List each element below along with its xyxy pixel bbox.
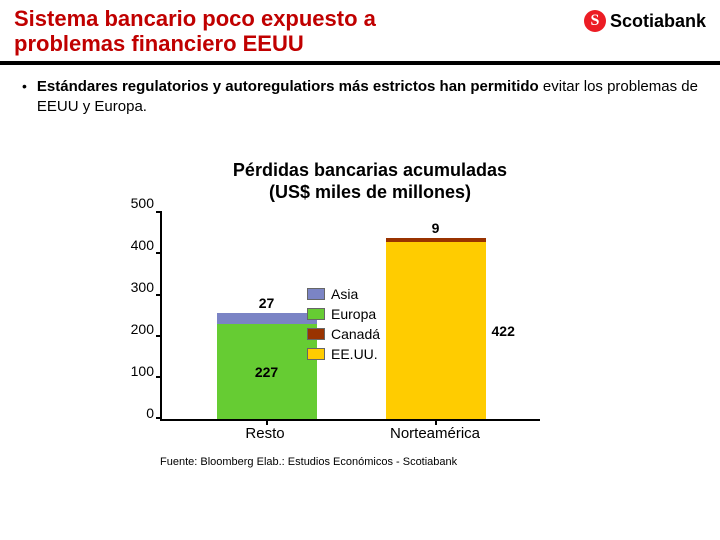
scotiabank-logo-text: Scotiabank (610, 11, 706, 32)
value-label: 227 (255, 364, 278, 380)
slide-header: Sistema bancario poco expuesto a problem… (0, 0, 720, 61)
x-label: Norteamérica (385, 425, 485, 442)
slide-title: Sistema bancario poco expuesto a problem… (14, 6, 376, 57)
chart-title: Pérdidas bancarias acumuladas (US$ miles… (120, 160, 620, 203)
title-line-1: Sistema bancario poco expuesto a (14, 6, 376, 31)
bank-losses-chart: Pérdidas bancarias acumuladas (US$ miles… (120, 160, 620, 490)
legend-swatch (307, 328, 325, 340)
logo-s-glyph: S (591, 12, 600, 30)
scotiabank-logo-icon: S (584, 10, 606, 32)
scotiabank-logo: S Scotiabank (584, 10, 706, 32)
value-label: 422 (492, 323, 515, 339)
legend-swatch (307, 288, 325, 300)
legend-label: Asia (331, 286, 358, 302)
legend-swatch (307, 308, 325, 320)
legend-item-europa: Europa (307, 306, 380, 322)
legend-item-asia: Asia (307, 286, 380, 302)
legend-label: Europa (331, 306, 376, 322)
x-axis-ticks (162, 419, 540, 425)
legend-item-eeuu: EE.UU. (307, 346, 380, 362)
bullet-point: • Estándares regulatorios y autoregulati… (0, 65, 720, 118)
chart-title-line-1: Pérdidas bancarias acumuladas (233, 160, 507, 180)
plot-area: 227274229 AsiaEuropaCanadáEE.UU. (160, 211, 540, 421)
chart-legend: Asia Europa Canadá EE.UU. (307, 286, 380, 362)
bullet-marker: • (22, 77, 27, 97)
segment-asia (217, 313, 317, 324)
chart-title-line-2: (US$ miles de millones) (269, 182, 471, 202)
y-axis-labels: 5004003002001000 (120, 211, 160, 421)
value-label: 27 (259, 295, 275, 311)
legend-item-canadá: Canadá (307, 326, 380, 342)
legend-label: EE.UU. (331, 346, 378, 362)
value-label: 9 (432, 220, 440, 236)
legend-swatch (307, 348, 325, 360)
legend-label: Canadá (331, 326, 380, 342)
bullet-text: Estándares regulatorios y autoregulatior… (37, 77, 698, 118)
bar-resto: 22727 (217, 313, 317, 420)
plot-wrap: 5004003002001000 227274229 AsiaEuropaCan… (120, 211, 620, 442)
segment-eeuu (386, 242, 486, 419)
segment-canadá (386, 238, 486, 242)
chart-source: Fuente: Bloomberg Elab.: Estudios Económ… (120, 456, 620, 468)
x-label: Resto (215, 425, 315, 442)
title-line-2: problemas financiero EEUU (14, 31, 304, 56)
bullet-bold: Estándares regulatorios y autoregulatior… (37, 78, 539, 95)
bar-norteamérica: 4229 (386, 238, 486, 419)
